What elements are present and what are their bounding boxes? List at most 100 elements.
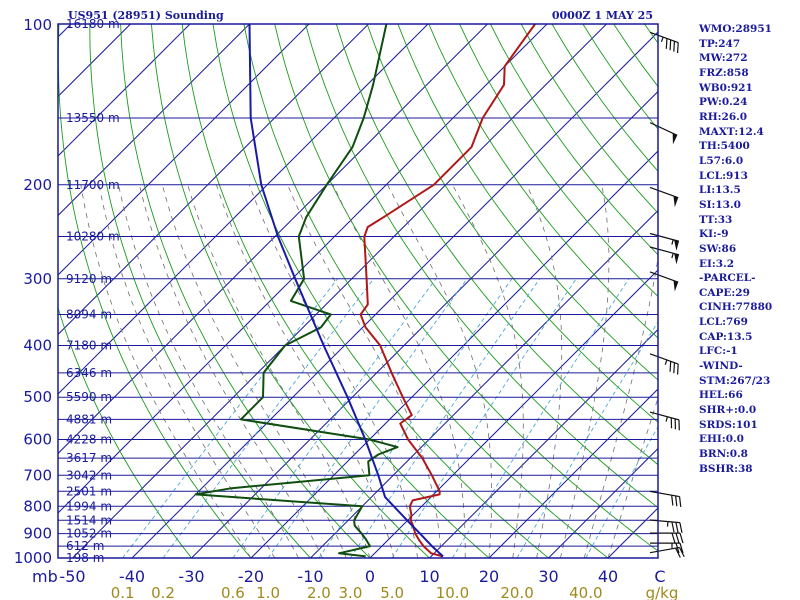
temperature-tick-label: -30 <box>178 567 204 586</box>
moist-adiabat-line <box>118 184 299 558</box>
mixing-ratio-label: 40.0 <box>569 584 602 600</box>
pressure-tick-label: 100 <box>23 16 52 34</box>
temperature-tick-label: 20 <box>479 567 499 586</box>
mixing-ratio-line <box>350 278 541 558</box>
plot-frame <box>57 23 659 559</box>
index-value: CINH:77880 <box>699 301 773 314</box>
wind-barb-feather <box>673 362 676 374</box>
wind-barb-half-feather <box>671 253 674 259</box>
pressure-tick-label: 400 <box>23 337 52 355</box>
temperature-trace <box>359 24 536 558</box>
height-label: 3617 m <box>66 451 112 465</box>
dry-adiabat-line <box>305 24 658 509</box>
index-value: BSHR:38 <box>699 462 753 475</box>
pressure-tick-label: 200 <box>23 176 52 194</box>
moist-adiabat-line <box>139 184 323 558</box>
index-value: TT:33 <box>699 213 733 226</box>
index-value: KI:-9 <box>699 228 729 241</box>
height-label: 5590 m <box>66 390 112 404</box>
temperature-tick-label: -20 <box>238 567 264 586</box>
height-label: 10280 m <box>66 229 120 243</box>
wind-barb-feather <box>673 41 676 52</box>
isotherm-line <box>58 24 191 157</box>
wind-barb <box>649 411 680 431</box>
wind-barb <box>649 186 679 208</box>
mixing-ratio-label: 2.0 <box>307 584 331 600</box>
pressure-unit-label: mb <box>32 567 58 586</box>
wind-barb-feather <box>675 542 680 554</box>
parcel-trace <box>248 24 444 558</box>
height-label: 11700 m <box>66 178 120 192</box>
index-value: CAP:13.5 <box>699 330 753 343</box>
mixing-ratio-line <box>391 278 577 558</box>
dewpoint-trace <box>194 24 399 558</box>
height-label: 1052 m <box>66 527 112 541</box>
wind-barb-feather <box>676 42 679 54</box>
wind-barb <box>649 490 682 508</box>
height-label: 612 m <box>66 539 104 553</box>
mixing-ratio-label: 3.0 <box>339 584 363 600</box>
moist-adiabat-line <box>248 184 418 558</box>
axis-labels: US951 (28951) Sounding 0000Z 1 MAY 25 10… <box>14 9 679 600</box>
mixing-ratio-unit-label: g/kg <box>646 584 679 600</box>
index-value: LCL:913 <box>699 169 748 182</box>
moist-adiabat-line <box>216 184 395 558</box>
index-value: TH:5400 <box>699 140 750 153</box>
index-value: SI:13.0 <box>699 198 741 211</box>
moist-adiabat-line <box>98 184 276 558</box>
mixing-ratio-label: 0.1 <box>111 584 135 600</box>
wind-barb <box>649 546 685 558</box>
pressure-tick-label: 900 <box>23 525 52 543</box>
isotherm-line <box>488 388 658 558</box>
wind-barb-feather <box>679 547 685 558</box>
pressure-tick-label: 500 <box>23 388 52 406</box>
isotherm-line <box>58 24 548 514</box>
wind-barb-pennant <box>672 133 678 145</box>
height-label: 9120 m <box>66 272 112 286</box>
wind-barb-feather <box>679 542 684 554</box>
dry-adiabat-line <box>243 24 609 558</box>
isotherm-line <box>58 24 488 455</box>
wind-barb-feather <box>679 532 684 544</box>
moist-adiabat-line <box>452 184 524 558</box>
index-value: MW:272 <box>699 52 748 65</box>
wind-barb <box>649 122 678 145</box>
temperature-tick-label: 0 <box>365 567 375 586</box>
mixing-ratio-line <box>267 278 468 558</box>
wind-barb-pennant <box>673 196 679 208</box>
wind-barb-half-feather <box>660 36 664 43</box>
isotherm-line <box>72 24 607 558</box>
mixing-ratio-line <box>162 278 375 558</box>
index-value: FRZ:858 <box>699 66 749 79</box>
wind-barb <box>650 532 684 544</box>
wind-barb-feather <box>675 495 678 507</box>
temperature-tick-label: 40 <box>598 567 618 586</box>
wind-barb-feather <box>669 361 672 372</box>
background-lines <box>0 24 658 558</box>
index-value: WMO:28951 <box>699 23 772 35</box>
wind-barb-staff <box>649 31 679 44</box>
wind-barb-staff <box>649 246 680 256</box>
pressure-tick-label: 1000 <box>14 549 52 567</box>
wind-barb-pennant <box>674 253 679 265</box>
index-value: EHI:0.0 <box>699 433 744 446</box>
wind-barb-staff <box>649 186 679 199</box>
wind-barb <box>649 271 679 292</box>
isotherm-line <box>58 24 250 217</box>
mixing-ratio-label: 0.6 <box>221 584 245 600</box>
height-label: 2501 m <box>66 484 112 498</box>
wind-barbs <box>649 31 685 558</box>
wind-barb-feather <box>675 532 680 544</box>
isotherm-line <box>58 24 429 395</box>
height-label: 4881 m <box>66 412 112 426</box>
wind-barb-feather <box>679 522 683 533</box>
wind-barb <box>649 232 680 251</box>
isotherm-line <box>0 24 12 558</box>
wind-barb-staff <box>649 519 680 524</box>
wind-barb-staff <box>649 490 680 498</box>
isotherm-line <box>548 447 658 558</box>
wind-barb-feather <box>671 532 676 544</box>
profile-traces <box>194 24 536 558</box>
wind-barb-feather <box>671 521 675 533</box>
